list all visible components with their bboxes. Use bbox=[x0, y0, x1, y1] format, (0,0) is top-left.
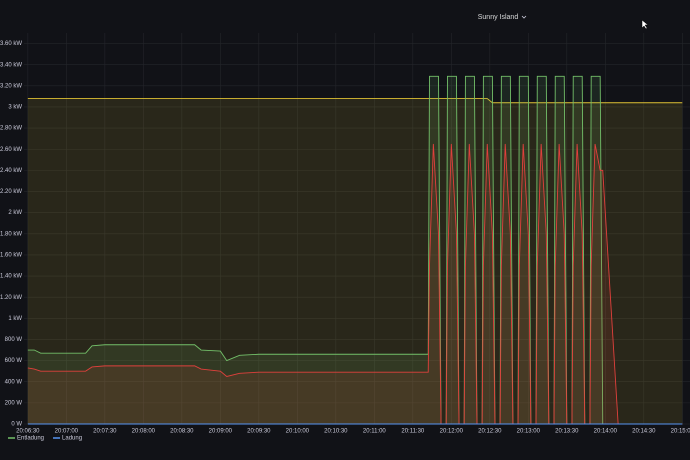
y-tick-label: 3 kW bbox=[8, 105, 22, 111]
y-tick-label: 3.40 kW bbox=[0, 62, 22, 68]
y-tick-label: 800 W bbox=[5, 337, 23, 343]
x-tick-label: 20:09:00 bbox=[209, 429, 233, 435]
x-tick-label: 20:15:00 bbox=[671, 429, 690, 435]
y-tick-label: 1.60 kW bbox=[0, 252, 22, 258]
y-tick-label: 0 W bbox=[11, 422, 22, 428]
y-tick-label: 400 W bbox=[5, 379, 23, 385]
x-tick-label: 20:07:30 bbox=[93, 429, 117, 435]
y-tick-label: 3.60 kW bbox=[0, 41, 22, 47]
y-tick-label: 1.20 kW bbox=[0, 295, 22, 301]
y-tick-label: 2.40 kW bbox=[0, 168, 22, 174]
y-tick-label: 2 kW bbox=[8, 210, 22, 216]
y-tick-label: 2.80 kW bbox=[0, 126, 22, 132]
x-tick-label: 20:08:30 bbox=[170, 429, 194, 435]
line bbox=[27, 98, 683, 104]
x-tick-label: 20:14:00 bbox=[594, 429, 618, 435]
panel-title[interactable]: Sunny Island bbox=[478, 14, 519, 21]
legend-label[interactable]: Entladung bbox=[17, 436, 44, 442]
y-tick-label: 2.20 kW bbox=[0, 189, 22, 195]
y-tick-label: 200 W bbox=[5, 400, 23, 406]
x-tick-label: 20:14:30 bbox=[632, 429, 656, 435]
y-tick-label: 1.80 kW bbox=[0, 231, 22, 237]
x-tick-label: 20:11:00 bbox=[363, 429, 387, 435]
x-tick-label: 20:13:30 bbox=[555, 429, 579, 435]
y-tick-label: 2.60 kW bbox=[0, 147, 22, 153]
y-tick-label: 3.20 kW bbox=[0, 83, 22, 89]
x-tick-label: 20:07:00 bbox=[55, 429, 79, 435]
legend-label[interactable]: Ladung bbox=[62, 436, 82, 442]
x-tick-label: 20:12:30 bbox=[478, 429, 502, 435]
x-tick-label: 20:13:00 bbox=[517, 429, 541, 435]
x-tick-label: 20:06:30 bbox=[16, 429, 40, 435]
x-tick-label: 20:10:00 bbox=[286, 429, 310, 435]
x-tick-label: 20:10:30 bbox=[324, 429, 348, 435]
cursor bbox=[641, 19, 649, 30]
y-tick-label: 1 kW bbox=[8, 316, 22, 322]
x-tick-label: 20:12:00 bbox=[440, 429, 464, 435]
x-tick-label: 20:11:30 bbox=[401, 429, 425, 435]
x-tick-label: 20:09:30 bbox=[247, 429, 271, 435]
y-tick-label: 1.40 kW bbox=[0, 274, 22, 280]
dropdown-icon[interactable] bbox=[521, 15, 527, 19]
x-tick-label: 20:08:00 bbox=[132, 429, 156, 435]
y-tick-label: 600 W bbox=[5, 358, 23, 364]
